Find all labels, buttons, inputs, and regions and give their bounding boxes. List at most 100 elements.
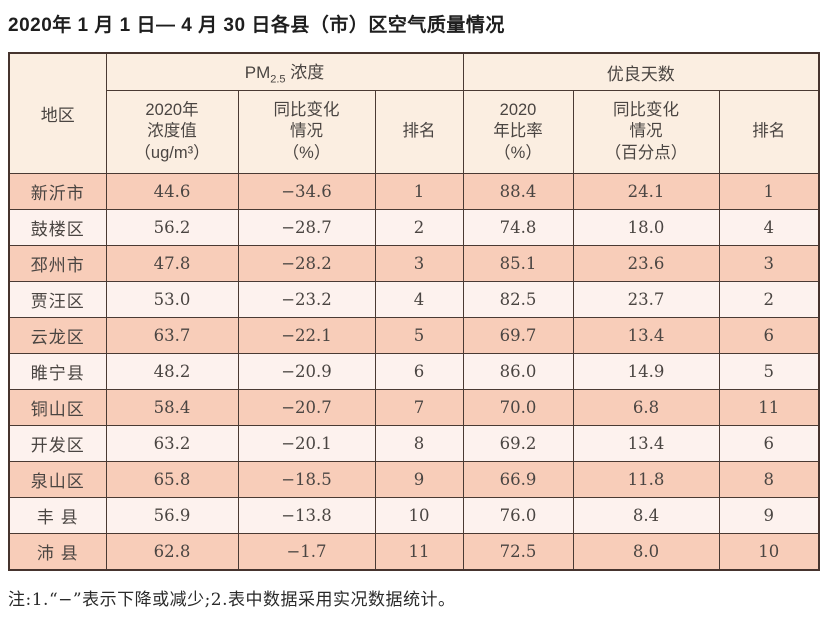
cell-pm-rank: 4: [374, 281, 464, 318]
cell-pm-value: 56.2: [105, 209, 239, 246]
header-pm-value: 2020年 浓度值 （ug/m³）: [105, 90, 239, 174]
cell-pm-value: 48.2: [105, 353, 239, 390]
table-row: 丰 县 56.9 −13.8 10 76.0 8.4 9: [8, 497, 820, 534]
cell-pm-rank: 8: [374, 425, 464, 462]
page-title: 2020年 1 月 1 日— 4 月 30 日各县（市）区空气质量情况: [8, 15, 505, 36]
cell-pm-change: −22.1: [237, 317, 376, 354]
cell-days-ratio: 66.9: [462, 461, 574, 498]
cell-pm-value: 62.8: [105, 533, 239, 571]
table-row: 云龙区 63.7 −22.1 5 69.7 13.4 6: [8, 317, 820, 354]
cell-region: 睢宁县: [8, 353, 107, 390]
cell-pm-rank: 2: [374, 209, 464, 246]
cell-days-ratio: 82.5: [462, 281, 574, 318]
table-row: 沛 县 62.8 −1.7 11 72.5 8.0 10: [8, 533, 820, 571]
cell-days-ratio: 70.0: [462, 389, 574, 426]
cell-days-rank: 1: [718, 173, 820, 210]
cell-pm-change: −18.5: [237, 461, 376, 498]
cell-pm-rank: 7: [374, 389, 464, 426]
cell-days-rank: 4: [718, 209, 820, 246]
cell-region: 新沂市: [8, 173, 107, 210]
header-group-row: 地区 PM2.5 浓度 优良天数: [8, 52, 820, 174]
table-row: 铜山区 58.4 −20.7 7 70.0 6.8 11: [8, 389, 820, 426]
cell-region: 邳州市: [8, 245, 107, 282]
header-pm-group: PM2.5 浓度: [105, 52, 464, 91]
cell-days-rank: 8: [718, 461, 820, 498]
table-row: 开发区 63.2 −20.1 8 69.2 13.4 6: [8, 425, 820, 462]
cell-days-rank: 5: [718, 353, 820, 390]
table-row: 鼓楼区 56.2 −28.7 2 74.8 18.0 4: [8, 209, 820, 246]
cell-pm-change: −28.2: [237, 245, 376, 282]
table-row: 睢宁县 48.2 −20.9 6 86.0 14.9 5: [8, 353, 820, 390]
cell-pm-change: −20.7: [237, 389, 376, 426]
cell-pm-change: −28.7: [237, 209, 376, 246]
cell-region: 沛 县: [8, 533, 107, 571]
cell-days-rank: 9: [718, 497, 820, 534]
cell-pm-value: 53.0: [105, 281, 239, 318]
cell-pm-value: 56.9: [105, 497, 239, 534]
header-region: 地区: [8, 52, 107, 174]
cell-days-ratio: 69.2: [462, 425, 574, 462]
header-pm-change: 同比变化 情况 （%）: [237, 90, 376, 174]
cell-days-ratio: 85.1: [462, 245, 574, 282]
cell-pm-value: 58.4: [105, 389, 239, 426]
cell-pm-value: 47.8: [105, 245, 239, 282]
cell-days-change: 8.4: [572, 497, 720, 534]
pm-label-subscript: 2.5: [270, 73, 286, 86]
cell-days-change: 8.0: [572, 533, 720, 571]
cell-days-ratio: 76.0: [462, 497, 574, 534]
cell-days-ratio: 72.5: [462, 533, 574, 571]
cell-pm-change: −20.1: [237, 425, 376, 462]
cell-pm-rank: 6: [374, 353, 464, 390]
cell-pm-value: 63.7: [105, 317, 239, 354]
cell-region: 铜山区: [8, 389, 107, 426]
cell-days-change: 11.8: [572, 461, 720, 498]
cell-days-change: 6.8: [572, 389, 720, 426]
cell-days-change: 18.0: [572, 209, 720, 246]
header-days-ratio: 2020 年比率 （%）: [462, 90, 574, 174]
table-footnote: 注:1.“−”表示下降或减少;2.表中数据采用实况数据统计。: [8, 590, 456, 610]
cell-pm-value: 65.8: [105, 461, 239, 498]
cell-pm-change: −20.9: [237, 353, 376, 390]
cell-region: 丰 县: [8, 497, 107, 534]
cell-days-change: 23.7: [572, 281, 720, 318]
table-row: 新沂市 44.6 −34.6 1 88.4 24.1 1: [8, 173, 820, 210]
pm-label-prefix: PM: [244, 63, 271, 83]
header-pm-rank: 排名: [374, 90, 464, 174]
cell-pm-value: 63.2: [105, 425, 239, 462]
header-days-group: 优良天数: [462, 52, 820, 91]
cell-days-ratio: 69.7: [462, 317, 574, 354]
cell-days-ratio: 88.4: [462, 173, 574, 210]
cell-pm-change: −13.8: [237, 497, 376, 534]
header-days-rank: 排名: [718, 90, 820, 174]
cell-days-ratio: 74.8: [462, 209, 574, 246]
cell-pm-rank: 9: [374, 461, 464, 498]
cell-pm-rank: 5: [374, 317, 464, 354]
cell-pm-change: −23.2: [237, 281, 376, 318]
cell-days-change: 13.4: [572, 425, 720, 462]
cell-pm-rank: 11: [374, 533, 464, 571]
table-row: 邳州市 47.8 −28.2 3 85.1 23.6 3: [8, 245, 820, 282]
cell-pm-value: 44.6: [105, 173, 239, 210]
table-row: 泉山区 65.8 −18.5 9 66.9 11.8 8: [8, 461, 820, 498]
table-header: 地区 PM2.5 浓度 优良天数 2020年 浓度值 （ug/m³） 同比变化 …: [8, 52, 820, 174]
cell-region: 鼓楼区: [8, 209, 107, 246]
cell-pm-change: −34.6: [237, 173, 376, 210]
cell-days-change: 13.4: [572, 317, 720, 354]
header-sub-row: 2020年 浓度值 （ug/m³） 同比变化 情况 （%） 排名 2020 年比…: [9, 90, 820, 174]
table-row: 贾汪区 53.0 −23.2 4 82.5 23.7 2: [8, 281, 820, 318]
pm-label-suffix: 浓度: [285, 63, 325, 83]
cell-region: 贾汪区: [8, 281, 107, 318]
cell-pm-rank: 1: [374, 173, 464, 210]
cell-days-change: 14.9: [572, 353, 720, 390]
header-days-change: 同比变化 情况 （百分点）: [572, 90, 720, 174]
cell-pm-rank: 3: [374, 245, 464, 282]
cell-region: 云龙区: [8, 317, 107, 354]
cell-days-rank: 6: [718, 317, 820, 354]
cell-days-change: 23.6: [572, 245, 720, 282]
cell-days-rank: 6: [718, 425, 820, 462]
cell-pm-change: −1.7: [237, 533, 376, 571]
cell-days-rank: 10: [718, 533, 820, 571]
cell-days-change: 24.1: [572, 173, 720, 210]
air-quality-table: 地区 PM2.5 浓度 优良天数 2020年 浓度值 （ug/m³） 同比变化 …: [8, 52, 821, 571]
